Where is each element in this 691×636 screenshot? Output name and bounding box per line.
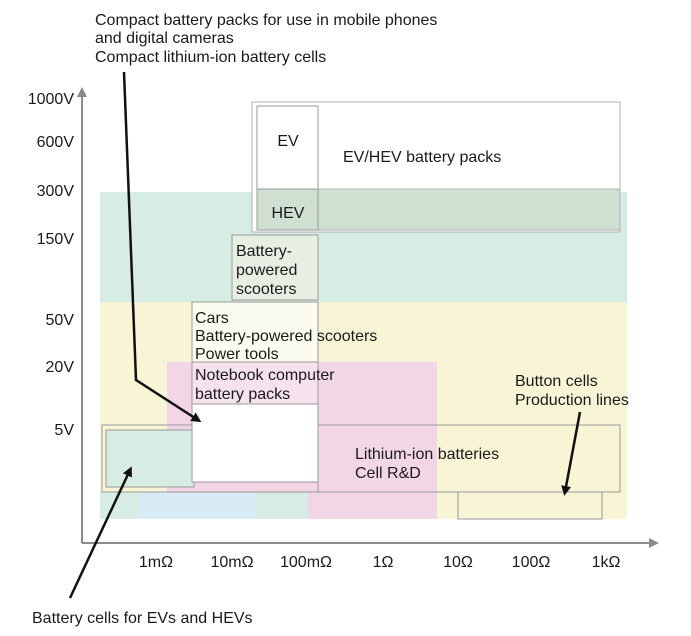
callout-ev-hev-cells: Battery cells for EVs and HEVs (32, 610, 253, 627)
x-tick-1mohm: 1mΩ (139, 554, 173, 571)
teal-low-region-mid (256, 492, 308, 519)
x-tick-100ohm: 100Ω (512, 554, 551, 571)
button-cells-box (457, 491, 603, 520)
ev-box (256, 105, 319, 190)
scooters-label-line2: powered (236, 262, 297, 279)
compact-callout-arrow (122, 71, 202, 423)
x-tick-1kohm: 1kΩ (592, 554, 621, 571)
battery-scooters-label: Battery-powered scooters (195, 328, 377, 345)
y-tick-50v: 50V (46, 312, 75, 329)
x-tick-100mohm: 100mΩ (280, 554, 332, 571)
callout-compact-cells: Compact lithium-ion battery cells (95, 49, 326, 66)
button-cells-arrow (561, 411, 582, 496)
notebook-label-line1: Notebook computer (195, 367, 335, 384)
y-tick-150v: 150V (37, 231, 75, 248)
blue-region (138, 492, 256, 519)
ev-cells-box (105, 429, 195, 488)
callout-compact-packs-line1: Compact battery packs for use in mobile … (95, 12, 437, 29)
cell-rd-label: Cell R&D (355, 465, 421, 482)
x-tick-1ohm: 1Ω (373, 554, 394, 571)
notebook-label-line2: battery packs (195, 386, 290, 403)
hev-label: HEV (272, 205, 305, 222)
ev-hev-packs-label: EV/HEV battery packs (343, 149, 501, 166)
compact-cells-box (191, 403, 319, 483)
scooters-label-line3: scooters (236, 281, 296, 298)
scooters-label-line1: Battery- (236, 243, 292, 260)
scooters-box (231, 234, 319, 301)
callout-button-cells: Button cells (515, 373, 598, 390)
callout-compact-packs-line2: and digital cameras (95, 30, 234, 47)
ev-cells-arrow (68, 466, 132, 599)
hev-box (256, 188, 319, 231)
y-tick-5v: 5V (54, 422, 74, 439)
teal-low-region-left (100, 492, 138, 519)
y-tick-1000v: 1000V (28, 91, 75, 108)
x-tick-10ohm: 10Ω (443, 554, 473, 571)
callout-production-lines: Production lines (515, 392, 629, 409)
notebook-box (191, 361, 319, 405)
lithium-ion-label: Lithium-ion batteries (355, 446, 499, 463)
cars-label: Cars (195, 310, 229, 327)
power-tools-label: Power tools (195, 346, 279, 363)
y-tick-20v: 20V (46, 359, 75, 376)
y-tick-600v: 600V (37, 134, 75, 151)
y-tick-300v: 300V (37, 183, 75, 200)
x-tick-10mohm: 10mΩ (210, 554, 253, 571)
ev-label: EV (277, 133, 299, 150)
